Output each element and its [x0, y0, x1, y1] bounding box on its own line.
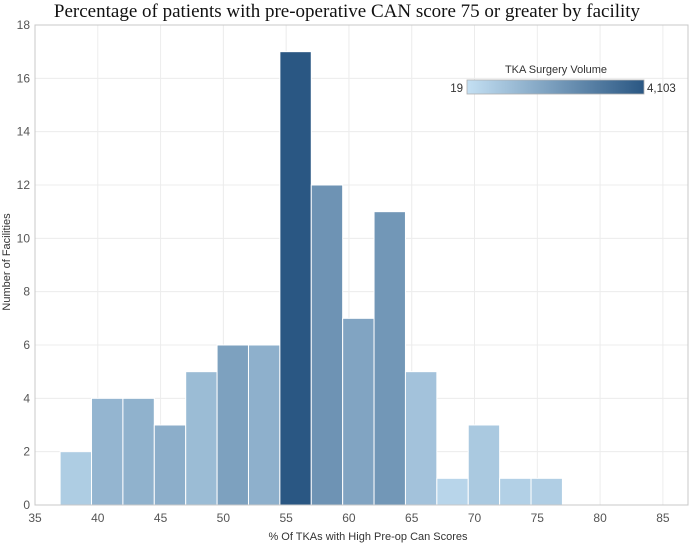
legend-min-label: 19 [450, 83, 463, 95]
x-tick-label: 50 [217, 511, 231, 525]
x-axis-ticks: 35 40 45 50 55 60 65 70 75 80 85 [28, 511, 670, 525]
x-tick-label: 45 [154, 511, 168, 525]
y-tick-label: 8 [23, 285, 30, 299]
x-tick-label: 70 [468, 511, 482, 525]
histogram-bar[interactable] [499, 477, 532, 506]
histogram-bar[interactable] [185, 371, 218, 506]
histogram-bar[interactable] [59, 451, 93, 506]
y-tick-label: 14 [17, 125, 31, 139]
histogram-bar[interactable] [373, 211, 406, 506]
x-tick-label: 60 [342, 511, 356, 525]
y-tick-label: 12 [17, 178, 31, 192]
histogram-bar[interactable] [436, 477, 469, 506]
y-tick-label: 16 [17, 71, 31, 85]
x-tick-label: 55 [279, 511, 293, 525]
x-tick-label: 80 [593, 511, 607, 525]
histogram-bar[interactable] [530, 477, 563, 506]
chart-title: Percentage of patients with pre-operativ… [54, 1, 641, 22]
histogram-bar[interactable] [247, 344, 281, 506]
legend-max-label: 4,103 [647, 83, 676, 95]
histogram-bar[interactable] [342, 317, 375, 506]
y-tick-label: 10 [17, 231, 31, 245]
histogram-bar[interactable] [91, 397, 124, 506]
y-axis-ticks: 0 2 4 6 8 10 12 14 16 18 [17, 18, 31, 512]
x-tick-label: 40 [91, 511, 105, 525]
legend-title: TKA Surgery Volume [505, 64, 607, 76]
x-tick-label: 85 [656, 511, 670, 525]
histogram-bar[interactable] [404, 371, 438, 506]
plot-area-frame [34, 24, 689, 506]
histogram-bar[interactable] [310, 184, 344, 506]
y-tick-label: 4 [23, 391, 30, 405]
histogram-bars [59, 51, 563, 506]
color-legend: TKA Surgery Volume 19 4,103 [450, 64, 676, 95]
x-axis-title: % Of TKAs with High Pre-op Can Scores [268, 531, 468, 543]
histogram-bar[interactable] [153, 424, 187, 506]
legend-gradient-bar [466, 79, 645, 95]
y-tick-label: 0 [23, 498, 30, 512]
y-axis-title: Number of Facilities [1, 213, 13, 311]
histogram-bar[interactable] [279, 51, 312, 506]
x-tick-label: 65 [405, 511, 419, 525]
y-tick-label: 2 [23, 445, 30, 459]
x-tick-label: 35 [28, 511, 42, 525]
y-tick-label: 6 [23, 338, 30, 352]
histogram-bar[interactable] [467, 424, 501, 506]
histogram-bar[interactable] [216, 344, 249, 506]
y-tick-label: 18 [17, 18, 31, 32]
x-tick-label: 75 [531, 511, 545, 525]
histogram-bar[interactable] [122, 397, 155, 506]
